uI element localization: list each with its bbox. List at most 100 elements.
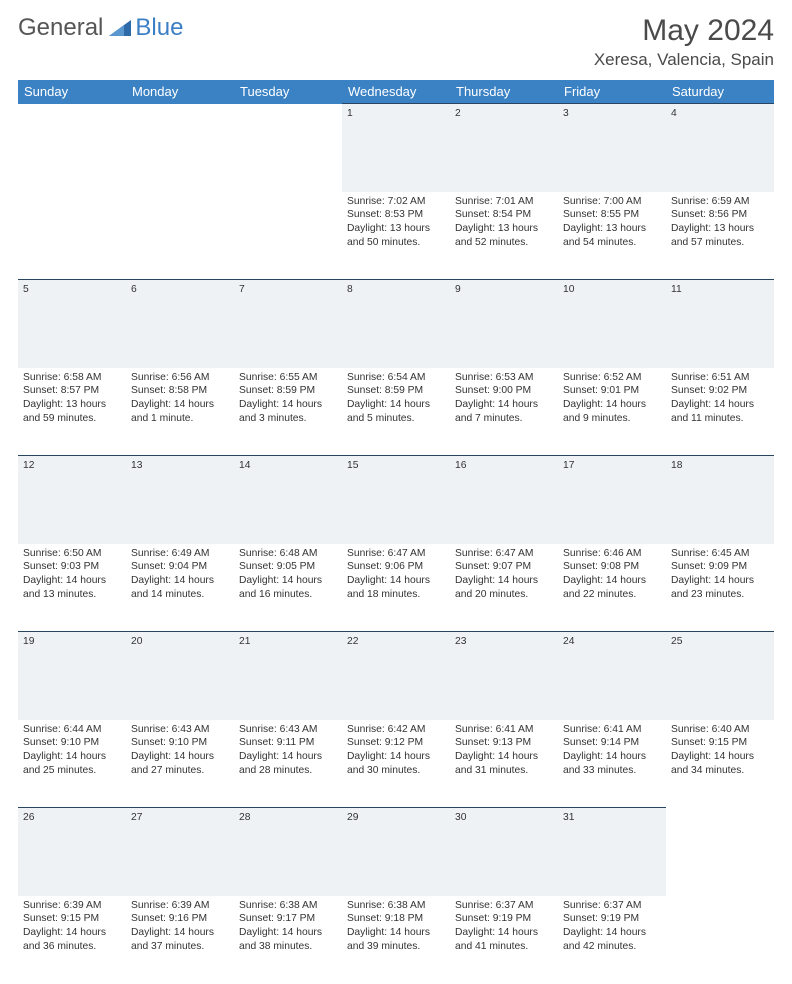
sunrise-line: Sunrise: 7:02 AM [347,195,445,209]
sunset-line: Sunset: 8:53 PM [347,208,445,222]
sunrise-line: Sunrise: 6:52 AM [563,371,661,385]
daylight-line: Daylight: 14 hours and 42 minutes. [563,926,661,953]
logo-text-2: Blue [135,14,183,42]
day-number: 27 [126,808,234,896]
empty-cell [18,104,126,192]
daylight-line: Daylight: 14 hours and 3 minutes. [239,398,337,425]
weekday-header: Saturday [666,80,774,104]
day-content-row: Sunrise: 6:44 AMSunset: 9:10 PMDaylight:… [18,720,774,808]
day-number: 29 [342,808,450,896]
day-number: 17 [558,456,666,544]
day-number: 12 [18,456,126,544]
sunset-line: Sunset: 9:01 PM [563,384,661,398]
day-number: 26 [18,808,126,896]
day-number: 24 [558,632,666,720]
sunrise-line: Sunrise: 6:58 AM [23,371,121,385]
daylight-line: Daylight: 13 hours and 59 minutes. [23,398,121,425]
sunset-line: Sunset: 9:19 PM [563,912,661,926]
day-cell: Sunrise: 6:43 AMSunset: 9:11 PMDaylight:… [234,720,342,808]
day-number: 5 [18,280,126,368]
sunrise-line: Sunrise: 6:39 AM [23,899,121,913]
daylight-line: Daylight: 14 hours and 11 minutes. [671,398,769,425]
day-cell: Sunrise: 6:39 AMSunset: 9:16 PMDaylight:… [126,896,234,984]
sunrise-line: Sunrise: 6:53 AM [455,371,553,385]
sunset-line: Sunset: 9:16 PM [131,912,229,926]
calendar-table: SundayMondayTuesdayWednesdayThursdayFrid… [18,80,774,984]
daylight-line: Daylight: 14 hours and 33 minutes. [563,750,661,777]
sunrise-line: Sunrise: 6:51 AM [671,371,769,385]
daylight-line: Daylight: 14 hours and 31 minutes. [455,750,553,777]
day-content-row: Sunrise: 6:39 AMSunset: 9:15 PMDaylight:… [18,896,774,984]
weekday-header: Monday [126,80,234,104]
sunrise-line: Sunrise: 6:41 AM [563,723,661,737]
day-cell: Sunrise: 6:43 AMSunset: 9:10 PMDaylight:… [126,720,234,808]
sunrise-line: Sunrise: 6:38 AM [239,899,337,913]
sunset-line: Sunset: 8:57 PM [23,384,121,398]
daylight-line: Daylight: 14 hours and 22 minutes. [563,574,661,601]
logo: General Blue [18,14,183,42]
empty-cell [126,192,234,280]
day-number: 6 [126,280,234,368]
empty-cell [666,808,774,896]
sunset-line: Sunset: 9:02 PM [671,384,769,398]
day-content-row: Sunrise: 6:58 AMSunset: 8:57 PMDaylight:… [18,368,774,456]
day-cell: Sunrise: 6:39 AMSunset: 9:15 PMDaylight:… [18,896,126,984]
day-cell: Sunrise: 6:47 AMSunset: 9:07 PMDaylight:… [450,544,558,632]
day-number: 28 [234,808,342,896]
sunrise-line: Sunrise: 6:39 AM [131,899,229,913]
day-cell: Sunrise: 6:54 AMSunset: 8:59 PMDaylight:… [342,368,450,456]
sunset-line: Sunset: 9:03 PM [23,560,121,574]
day-cell: Sunrise: 6:51 AMSunset: 9:02 PMDaylight:… [666,368,774,456]
day-cell: Sunrise: 6:38 AMSunset: 9:17 PMDaylight:… [234,896,342,984]
daylight-line: Daylight: 14 hours and 14 minutes. [131,574,229,601]
day-number: 4 [666,104,774,192]
sunset-line: Sunset: 9:08 PM [563,560,661,574]
daylight-line: Daylight: 14 hours and 25 minutes. [23,750,121,777]
day-number: 13 [126,456,234,544]
daylight-line: Daylight: 14 hours and 41 minutes. [455,926,553,953]
empty-cell [126,104,234,192]
location: Xeresa, Valencia, Spain [594,50,774,70]
sunrise-line: Sunrise: 6:37 AM [455,899,553,913]
sunrise-line: Sunrise: 6:43 AM [239,723,337,737]
sunset-line: Sunset: 9:18 PM [347,912,445,926]
day-cell: Sunrise: 6:37 AMSunset: 9:19 PMDaylight:… [450,896,558,984]
day-cell: Sunrise: 6:56 AMSunset: 8:58 PMDaylight:… [126,368,234,456]
sunset-line: Sunset: 9:12 PM [347,736,445,750]
day-number: 11 [666,280,774,368]
day-number: 19 [18,632,126,720]
daylight-line: Daylight: 14 hours and 18 minutes. [347,574,445,601]
sunset-line: Sunset: 9:06 PM [347,560,445,574]
day-number: 18 [666,456,774,544]
day-number: 3 [558,104,666,192]
daylight-line: Daylight: 14 hours and 37 minutes. [131,926,229,953]
daylight-line: Daylight: 13 hours and 54 minutes. [563,222,661,249]
header: General Blue May 2024 Xeresa, Valencia, … [18,14,774,70]
day-number: 23 [450,632,558,720]
day-number-row: 19202122232425 [18,632,774,720]
daylight-line: Daylight: 13 hours and 50 minutes. [347,222,445,249]
title-block: May 2024 Xeresa, Valencia, Spain [594,14,774,70]
sunrise-line: Sunrise: 6:43 AM [131,723,229,737]
day-number: 9 [450,280,558,368]
day-cell: Sunrise: 6:52 AMSunset: 9:01 PMDaylight:… [558,368,666,456]
sunrise-line: Sunrise: 6:54 AM [347,371,445,385]
sunrise-line: Sunrise: 6:42 AM [347,723,445,737]
day-cell: Sunrise: 6:41 AMSunset: 9:14 PMDaylight:… [558,720,666,808]
daylight-line: Daylight: 14 hours and 9 minutes. [563,398,661,425]
daylight-line: Daylight: 14 hours and 38 minutes. [239,926,337,953]
sunset-line: Sunset: 8:55 PM [563,208,661,222]
weekday-header-row: SundayMondayTuesdayWednesdayThursdayFrid… [18,80,774,104]
sunrise-line: Sunrise: 7:00 AM [563,195,661,209]
day-cell: Sunrise: 6:37 AMSunset: 9:19 PMDaylight:… [558,896,666,984]
day-cell: Sunrise: 6:47 AMSunset: 9:06 PMDaylight:… [342,544,450,632]
sunrise-line: Sunrise: 6:56 AM [131,371,229,385]
sunset-line: Sunset: 8:54 PM [455,208,553,222]
day-number: 22 [342,632,450,720]
sunset-line: Sunset: 9:19 PM [455,912,553,926]
daylight-line: Daylight: 14 hours and 27 minutes. [131,750,229,777]
sunrise-line: Sunrise: 6:49 AM [131,547,229,561]
daylight-line: Daylight: 14 hours and 20 minutes. [455,574,553,601]
day-cell: Sunrise: 6:53 AMSunset: 9:00 PMDaylight:… [450,368,558,456]
day-content-row: Sunrise: 7:02 AMSunset: 8:53 PMDaylight:… [18,192,774,280]
